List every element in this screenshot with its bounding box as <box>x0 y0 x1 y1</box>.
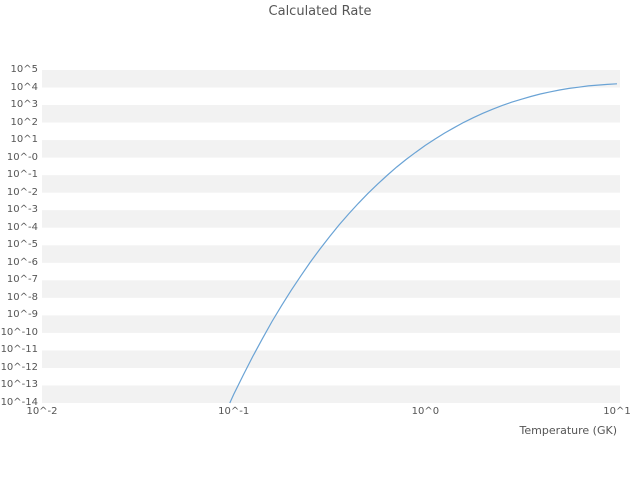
y-tick-label: 10^-9 <box>6 309 38 321</box>
series-line-calculated-rate <box>229 83 618 404</box>
grid-band <box>42 105 620 123</box>
x-tick-label: 10^1 <box>603 406 631 417</box>
grid-band <box>42 140 620 158</box>
y-tick-label: 10^-10 <box>0 326 38 338</box>
y-tick-label: 10^-7 <box>6 274 38 286</box>
y-tick-label: 10^-11 <box>0 344 38 356</box>
y-tick-label: 10^-6 <box>6 256 38 268</box>
rate-line <box>229 83 618 404</box>
x-tick-label: 10^-2 <box>26 406 58 417</box>
y-tick-label: 10^-2 <box>6 186 38 198</box>
x-tick-label: 10^0 <box>411 406 440 417</box>
grid-band <box>42 175 620 193</box>
grid-band <box>42 210 620 228</box>
x-axis-label: Temperature (GK) <box>519 424 618 437</box>
y-tick-label: 10^1 <box>10 134 38 146</box>
y-tick-label: 10^-1 <box>6 169 38 181</box>
y-tick-label: 10^-13 <box>0 379 38 391</box>
y-tick-label: 10^-0 <box>6 151 38 163</box>
y-tick-label: 10^-3 <box>6 204 38 216</box>
y-tick-label: 10^4 <box>10 81 38 93</box>
grid-band <box>42 385 620 403</box>
background-bands <box>42 70 620 403</box>
x-tick-label: 10^-1 <box>218 406 250 417</box>
y-tick-label: 10^-14 <box>0 397 38 408</box>
y-tick-label: 10^-12 <box>0 361 38 373</box>
y-tick-label: 10^3 <box>10 99 38 111</box>
y-tick-label: 10^5 <box>10 64 38 75</box>
grid-band <box>42 315 620 333</box>
y-tick-label: 10^-5 <box>6 239 38 251</box>
grid-band <box>42 70 620 88</box>
y-tick-label: 10^-4 <box>6 221 38 233</box>
y-tick-label: 10^-8 <box>6 291 38 303</box>
y-tick-label: 10^2 <box>10 116 38 128</box>
chart-title: Calculated Rate <box>268 4 372 19</box>
grid-band <box>42 280 620 298</box>
grid-band <box>42 350 620 368</box>
grid-band <box>42 245 620 263</box>
